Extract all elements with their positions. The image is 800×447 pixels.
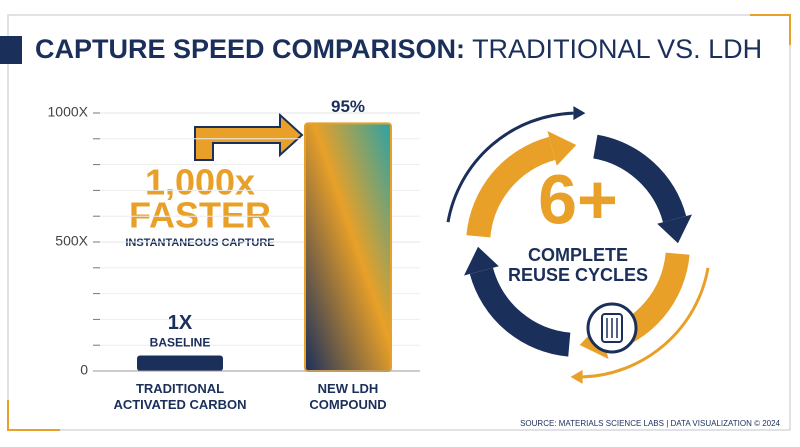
x-tick-label: NEW LDH COMPOUND [309, 381, 387, 412]
cycle-arc [469, 267, 571, 357]
cycle-number: 6+ [538, 160, 618, 238]
cycle-arc [466, 136, 556, 238]
cycle-arrowhead [547, 131, 577, 166]
filter-icon [606, 318, 618, 338]
callout-arrow [194, 112, 304, 161]
bar [304, 122, 392, 372]
callout-small: INSTANTANEOUS CAPTURE [125, 237, 274, 249]
title: CAPTURE SPEED COMPARISON: TRADITIONAL VS… [35, 34, 762, 64]
outer-arc [446, 111, 574, 223]
corner-accent [7, 400, 60, 431]
frame [7, 14, 791, 431]
cycle-arrowhead [464, 246, 499, 276]
title-block [0, 36, 22, 64]
outer-arrowhead [573, 106, 586, 121]
footer: SOURCE: MATERIALS SCIENCE LABS | DATA VI… [520, 419, 780, 428]
bar-annotation: 1X [168, 312, 193, 334]
cycle-arc [592, 134, 687, 223]
callout-big: FASTER [129, 195, 271, 236]
y-tick-label: 0 [80, 362, 88, 378]
bar-annotation: 95% [331, 97, 365, 116]
outer-arrowhead [570, 369, 583, 384]
title-bold: CAPTURE SPEED COMPARISON: [35, 34, 465, 64]
filter-icon [601, 313, 623, 343]
cycle-text: COMPLETE [528, 245, 628, 265]
cycle-text: REUSE CYCLES [508, 265, 648, 285]
bar [137, 355, 223, 371]
outer-arc [582, 267, 710, 379]
corner-accent [750, 14, 791, 45]
title-light: TRADITIONAL VS. LDH [472, 34, 762, 64]
bar-annotation: BASELINE [150, 336, 211, 350]
x-tick-label: TRADITIONAL ACTIVATED CARBON [113, 381, 247, 412]
callout-big: 1,000x [145, 162, 255, 203]
y-tick-label: 500X [55, 233, 88, 249]
y-tick-label: 1000X [48, 104, 89, 120]
cycle-arrowhead [657, 214, 692, 244]
